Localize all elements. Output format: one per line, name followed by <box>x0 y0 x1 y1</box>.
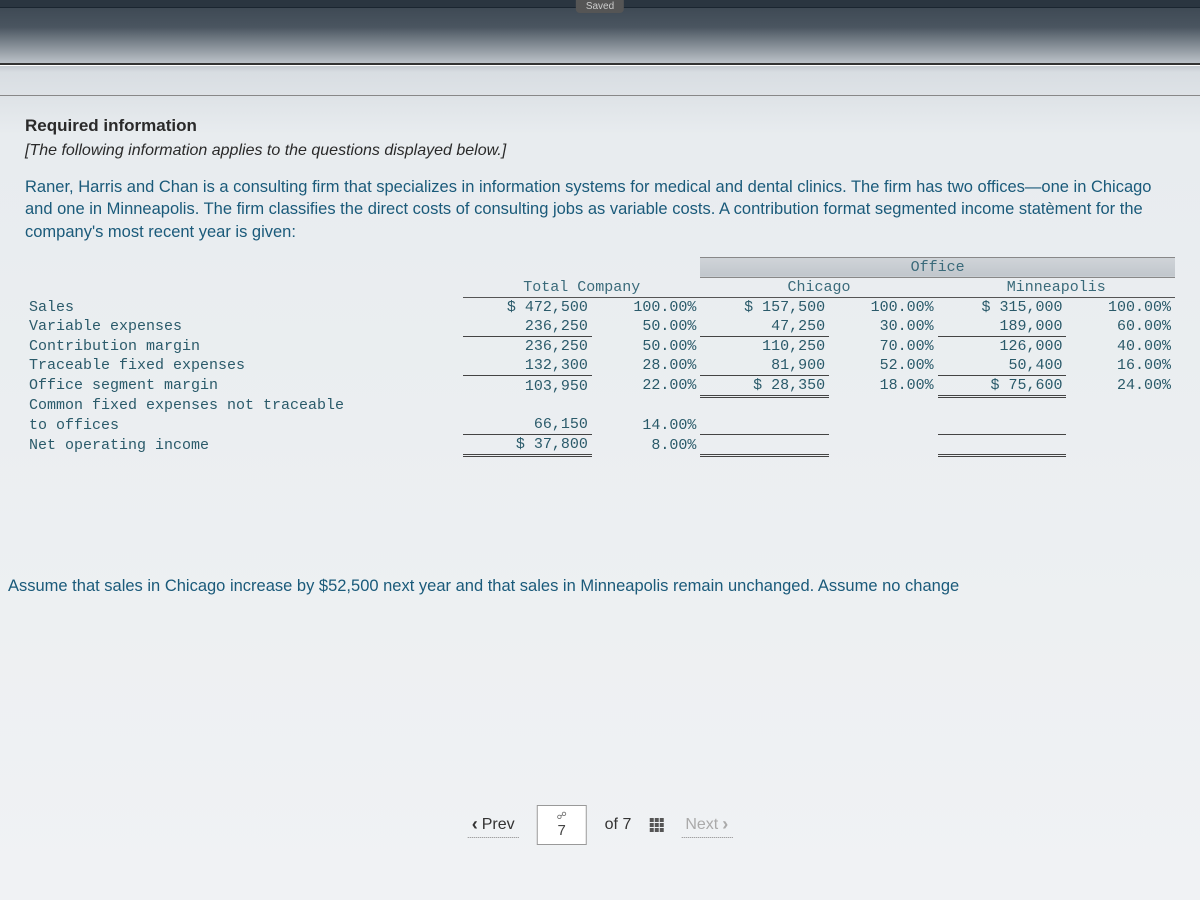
percent-cell: 14.00% <box>592 415 700 435</box>
segment-header-minneapolis: Minneapolis <box>938 277 1175 297</box>
income-statement-table: Office Total Company Chicago Minneapolis… <box>25 257 1175 458</box>
segment-header-chicago: Chicago <box>700 277 937 297</box>
row-label: Common fixed expenses not traceable <box>25 396 463 415</box>
table-row: Traceable fixed expenses132,30028.00%81,… <box>25 356 1175 376</box>
office-super-header: Office <box>700 257 1175 277</box>
table-row: Sales$ 472,500100.00%$ 157,500100.00%$ 3… <box>25 297 1175 317</box>
segment-header-total: Total Company <box>463 277 700 297</box>
question-content: Required information [The following info… <box>0 96 1200 457</box>
percent-cell: 8.00% <box>592 435 700 456</box>
prev-label: Prev <box>482 816 515 834</box>
row-label: Sales <box>25 297 463 317</box>
current-page: 7 <box>557 822 565 839</box>
percent-cell: 60.00% <box>1066 317 1175 337</box>
amount-cell: 47,250 <box>700 317 829 337</box>
percent-cell: 100.00% <box>1066 297 1175 317</box>
table-row: Net operating income$ 37,8008.00% <box>25 435 1175 456</box>
amount-cell: 189,000 <box>938 317 1067 337</box>
row-label: Variable expenses <box>25 317 463 337</box>
required-info-subheading: [The following information applies to th… <box>25 142 1175 160</box>
amount-cell: 50,400 <box>938 356 1067 376</box>
percent-cell: 16.00% <box>1066 356 1175 376</box>
amount-cell <box>700 415 829 435</box>
amount-cell <box>938 415 1067 435</box>
row-label: Contribution margin <box>25 336 463 356</box>
percent-cell: 30.00% <box>829 317 937 337</box>
percent-cell: 50.00% <box>592 317 700 337</box>
row-label: Office segment margin <box>25 375 463 396</box>
amount-cell <box>700 435 829 456</box>
table-row: Office segment margin103,95022.00%$ 28,3… <box>25 375 1175 396</box>
amount-cell: $ 28,350 <box>700 375 829 396</box>
table-row: Contribution margin236,25050.00%110,2507… <box>25 336 1175 356</box>
percent-cell: 18.00% <box>829 375 937 396</box>
amount-cell: $ 472,500 <box>463 297 592 317</box>
amount-cell: 132,300 <box>463 356 592 376</box>
table-row: to offices66,15014.00% <box>25 415 1175 435</box>
next-label: Next <box>685 816 718 834</box>
amount-cell <box>938 435 1067 456</box>
amount-cell <box>463 396 592 415</box>
percent-cell: 28.00% <box>592 356 700 376</box>
percent-cell: 100.00% <box>829 297 937 317</box>
table-row: Variable expenses236,25050.00%47,25030.0… <box>25 317 1175 337</box>
row-label: Net operating income <box>25 435 463 456</box>
divider <box>0 63 1200 65</box>
percent-cell <box>829 435 937 456</box>
saved-indicator: Saved <box>576 0 624 13</box>
amount-cell: 103,950 <box>463 375 592 396</box>
page-total: of 7 <box>605 816 632 834</box>
required-info-heading: Required information <box>25 116 1175 136</box>
percent-cell: 24.00% <box>1066 375 1175 396</box>
next-button[interactable]: Next › <box>681 812 732 838</box>
amount-cell: $ 315,000 <box>938 297 1067 317</box>
percent-cell: 100.00% <box>592 297 700 317</box>
amount-cell <box>938 396 1067 415</box>
assumption-text: Assume that sales in Chicago increase by… <box>0 577 1200 596</box>
row-label: Traceable fixed expenses <box>25 356 463 376</box>
page-number-box[interactable]: ☍ 7 <box>537 805 587 845</box>
percent-cell <box>1066 435 1175 456</box>
percent-cell <box>1066 415 1175 435</box>
amount-cell: 236,250 <box>463 317 592 337</box>
amount-cell: 81,900 <box>700 356 829 376</box>
amount-cell: 110,250 <box>700 336 829 356</box>
prev-button[interactable]: ‹ Prev <box>468 812 519 838</box>
grid-icon[interactable] <box>649 818 663 832</box>
amount-cell: 236,250 <box>463 336 592 356</box>
row-label: to offices <box>25 415 463 435</box>
amount-cell: $ 75,600 <box>938 375 1067 396</box>
percent-cell: 50.00% <box>592 336 700 356</box>
percent-cell <box>592 396 700 415</box>
link-icon: ☍ <box>557 812 567 822</box>
amount-cell <box>700 396 829 415</box>
chevron-right-icon: › <box>722 814 728 835</box>
problem-paragraph: Raner, Harris and Chan is a consulting f… <box>25 176 1175 243</box>
chevron-left-icon: ‹ <box>472 814 478 835</box>
percent-cell <box>1066 396 1175 415</box>
amount-cell: $ 157,500 <box>700 297 829 317</box>
amount-cell: 126,000 <box>938 336 1067 356</box>
pagination-nav: ‹ Prev ☍ 7 of 7 Next › <box>468 805 733 845</box>
percent-cell: 40.00% <box>1066 336 1175 356</box>
amount-cell: $ 37,800 <box>463 435 592 456</box>
amount-cell: 66,150 <box>463 415 592 435</box>
percent-cell <box>829 396 937 415</box>
table-row: Common fixed expenses not traceable <box>25 396 1175 415</box>
percent-cell <box>829 415 937 435</box>
percent-cell: 22.00% <box>592 375 700 396</box>
percent-cell: 70.00% <box>829 336 937 356</box>
percent-cell: 52.00% <box>829 356 937 376</box>
